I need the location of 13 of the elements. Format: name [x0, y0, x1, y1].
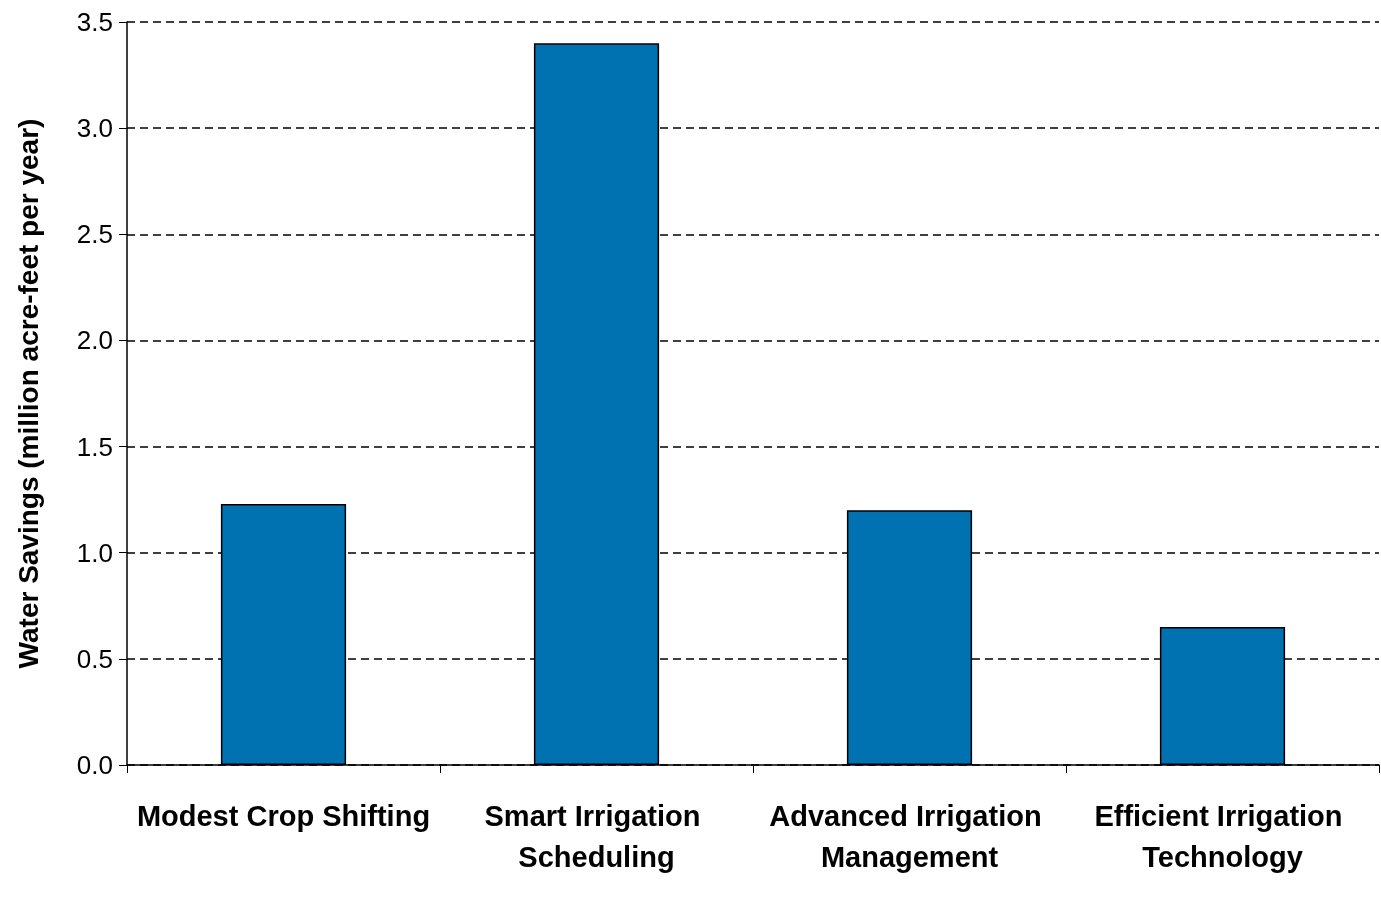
y-tick-label: 3.0 [76, 113, 113, 144]
y-tick-label: 0.5 [76, 643, 113, 674]
x-tick-label: Modest Crop Shifting [136, 799, 431, 832]
y-axis-title: Water Savings (million acre-feet per year) [12, 118, 44, 669]
y-tick-label: 2.5 [76, 219, 113, 250]
y-tick-label: 3.5 [76, 7, 113, 37]
x-tick-label: Smart Irrigation Scheduling [484, 799, 709, 873]
y-tick-label: 0.0 [76, 750, 113, 780]
y-tick-label: 1.5 [76, 431, 113, 462]
y-tick-label: 2.0 [76, 325, 113, 356]
y-tick-label: 1.0 [76, 537, 113, 568]
x-tick-label: Advanced Irrigation Management [769, 799, 1050, 873]
x-tick-label: Efficient Irrigation Technology [1094, 799, 1351, 873]
